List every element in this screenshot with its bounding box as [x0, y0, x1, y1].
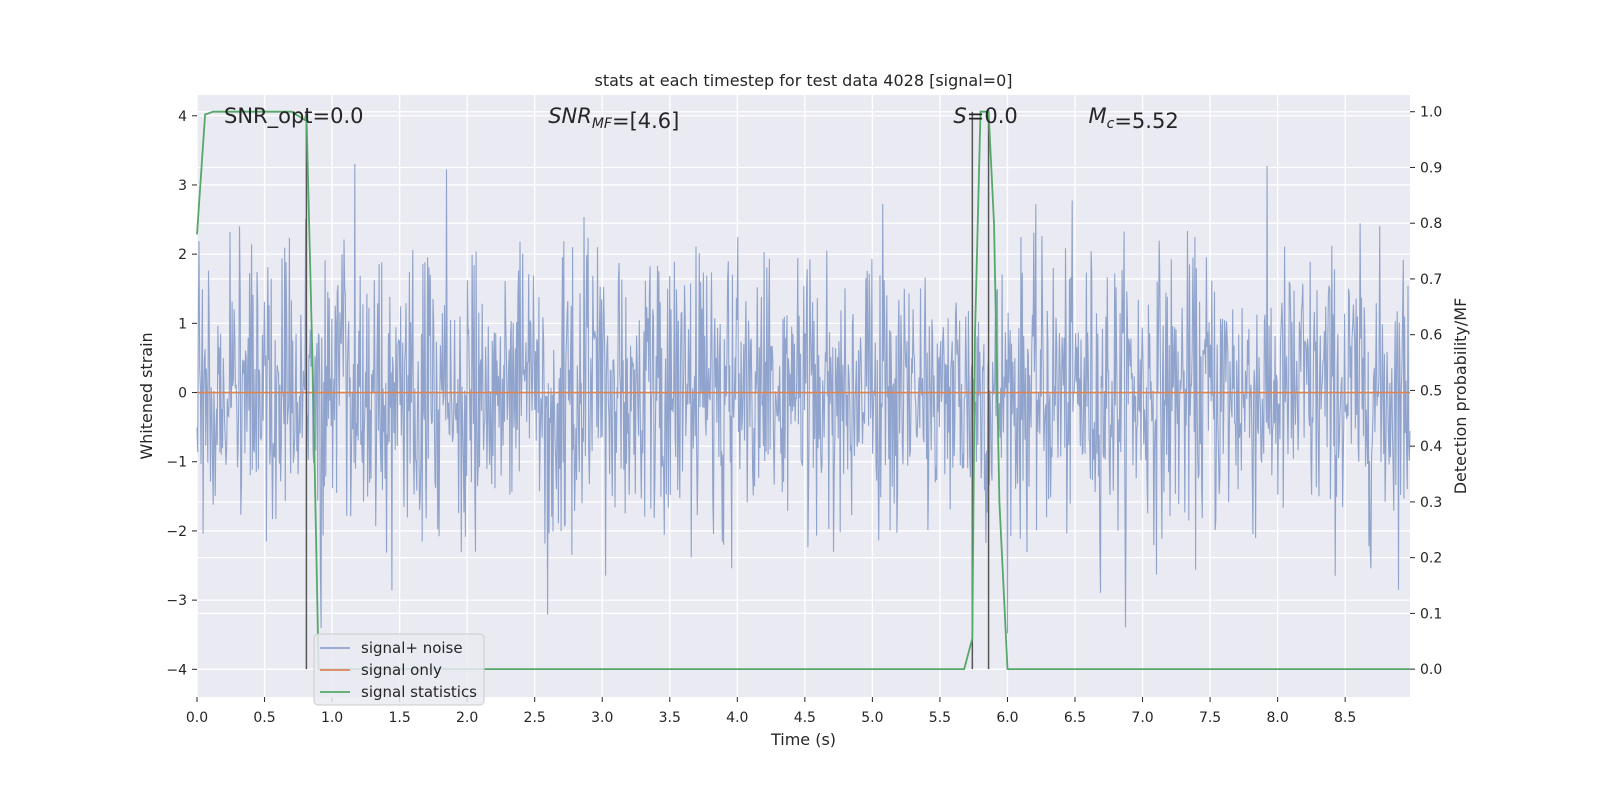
y-right-tick-label: 0.3 [1420, 495, 1442, 511]
legend-label: signal+ noise [361, 639, 463, 657]
annotation-part: SNR_opt=0.0 [224, 104, 364, 129]
y-right-axis-label: Detection probability/MF [1451, 298, 1470, 495]
annotation-s-stat: S=0.0 [953, 104, 1017, 128]
y-left-tick-label: 1 [178, 316, 187, 332]
x-axis-label: Time (s) [770, 730, 836, 749]
x-tick-label: 7.5 [1199, 710, 1221, 726]
x-tick-label: 6.5 [1064, 710, 1086, 726]
y-right-tick-label: 0.2 [1420, 551, 1442, 567]
y-right-tick-label: 0.9 [1420, 160, 1442, 176]
x-tick-label: 6.0 [996, 710, 1018, 726]
x-tick-label: 3.5 [659, 710, 681, 726]
chart-title: stats at each timestep for test data 402… [594, 71, 1012, 90]
legend-box [313, 633, 485, 706]
x-tick-label: 3.0 [591, 710, 613, 726]
annotations: SNR_opt=0.0 SNRMF=[4.6] S=0.0 Mc=5.52 [224, 104, 1179, 133]
annotation-part: M [1089, 104, 1107, 128]
x-tick-label: 8.0 [1266, 710, 1288, 726]
legend-label: signal statistics [361, 683, 477, 701]
x-tick-label: 5.0 [861, 710, 883, 726]
x-tick-label: 2.5 [524, 710, 546, 726]
annotation-mc: Mc=5.52 [1089, 104, 1179, 133]
y-left-tick-label: −1 [166, 455, 187, 471]
x-tick-label: 0.0 [186, 710, 208, 726]
y-right-tick-label: 0.8 [1420, 216, 1442, 232]
annotation-part: MF [592, 116, 613, 132]
x-tick-label: 4.5 [794, 710, 816, 726]
y-right-tick-label: 0.4 [1420, 439, 1442, 455]
y-right-tick-label: 0.6 [1420, 328, 1442, 344]
annotation-part: =5.52 [1114, 109, 1178, 133]
y-left-tick-label: 2 [178, 247, 187, 263]
annotation-part: S [953, 104, 966, 128]
noise-line [196, 163, 1411, 634]
x-tick-label: 8.5 [1334, 710, 1356, 726]
y-left-tick-label: −3 [166, 593, 187, 609]
y-left-tick-label: 4 [178, 109, 187, 125]
y-right-tick-label: 0.7 [1420, 272, 1442, 288]
annotation-part: =0.0 [967, 104, 1018, 128]
y-left-tick-label: −2 [166, 524, 187, 540]
annotation-part: SNR [548, 104, 592, 128]
annotation-part: c [1107, 116, 1115, 132]
y-left-axis-label: Whitened strain [137, 332, 156, 459]
y-left-tick-label: −4 [166, 662, 187, 678]
x-tick-label: 4.0 [726, 710, 748, 726]
series-signal-plus-noise [196, 163, 1411, 634]
x-tick-label: 0.5 [253, 710, 275, 726]
annotation-snr-opt: SNR_opt=0.0 [224, 104, 364, 129]
x-tick-label: 2.0 [456, 710, 478, 726]
y-left-tick-label: 0 [178, 386, 187, 402]
y-right-tick-label: 0.0 [1420, 662, 1442, 678]
x-tick-label: 1.0 [321, 710, 343, 726]
legend-label: signal only [361, 661, 442, 679]
x-tick-label: 5.5 [929, 710, 951, 726]
annotation-snr-mf: SNRMF=[4.6] [548, 104, 679, 133]
x-tick-label: 1.5 [388, 710, 410, 726]
y-left-tick-label: 3 [178, 178, 187, 194]
y-right-tick-label: 0.1 [1420, 606, 1442, 622]
axis-ticks: 0.0 0.5 1.0 1.5 2.0 2.5 3.0 3.5 4.0 4.5 5.0 5.5 6.0 6… [166, 105, 1442, 726]
y-right-tick-label: 1.0 [1420, 105, 1442, 121]
x-tick-label: 7.0 [1131, 710, 1153, 726]
annotation-part: =[4.6] [612, 109, 679, 133]
y-right-tick-label: 0.5 [1420, 383, 1442, 399]
legend: signal+ noise signal only signal statistic… [313, 633, 485, 706]
